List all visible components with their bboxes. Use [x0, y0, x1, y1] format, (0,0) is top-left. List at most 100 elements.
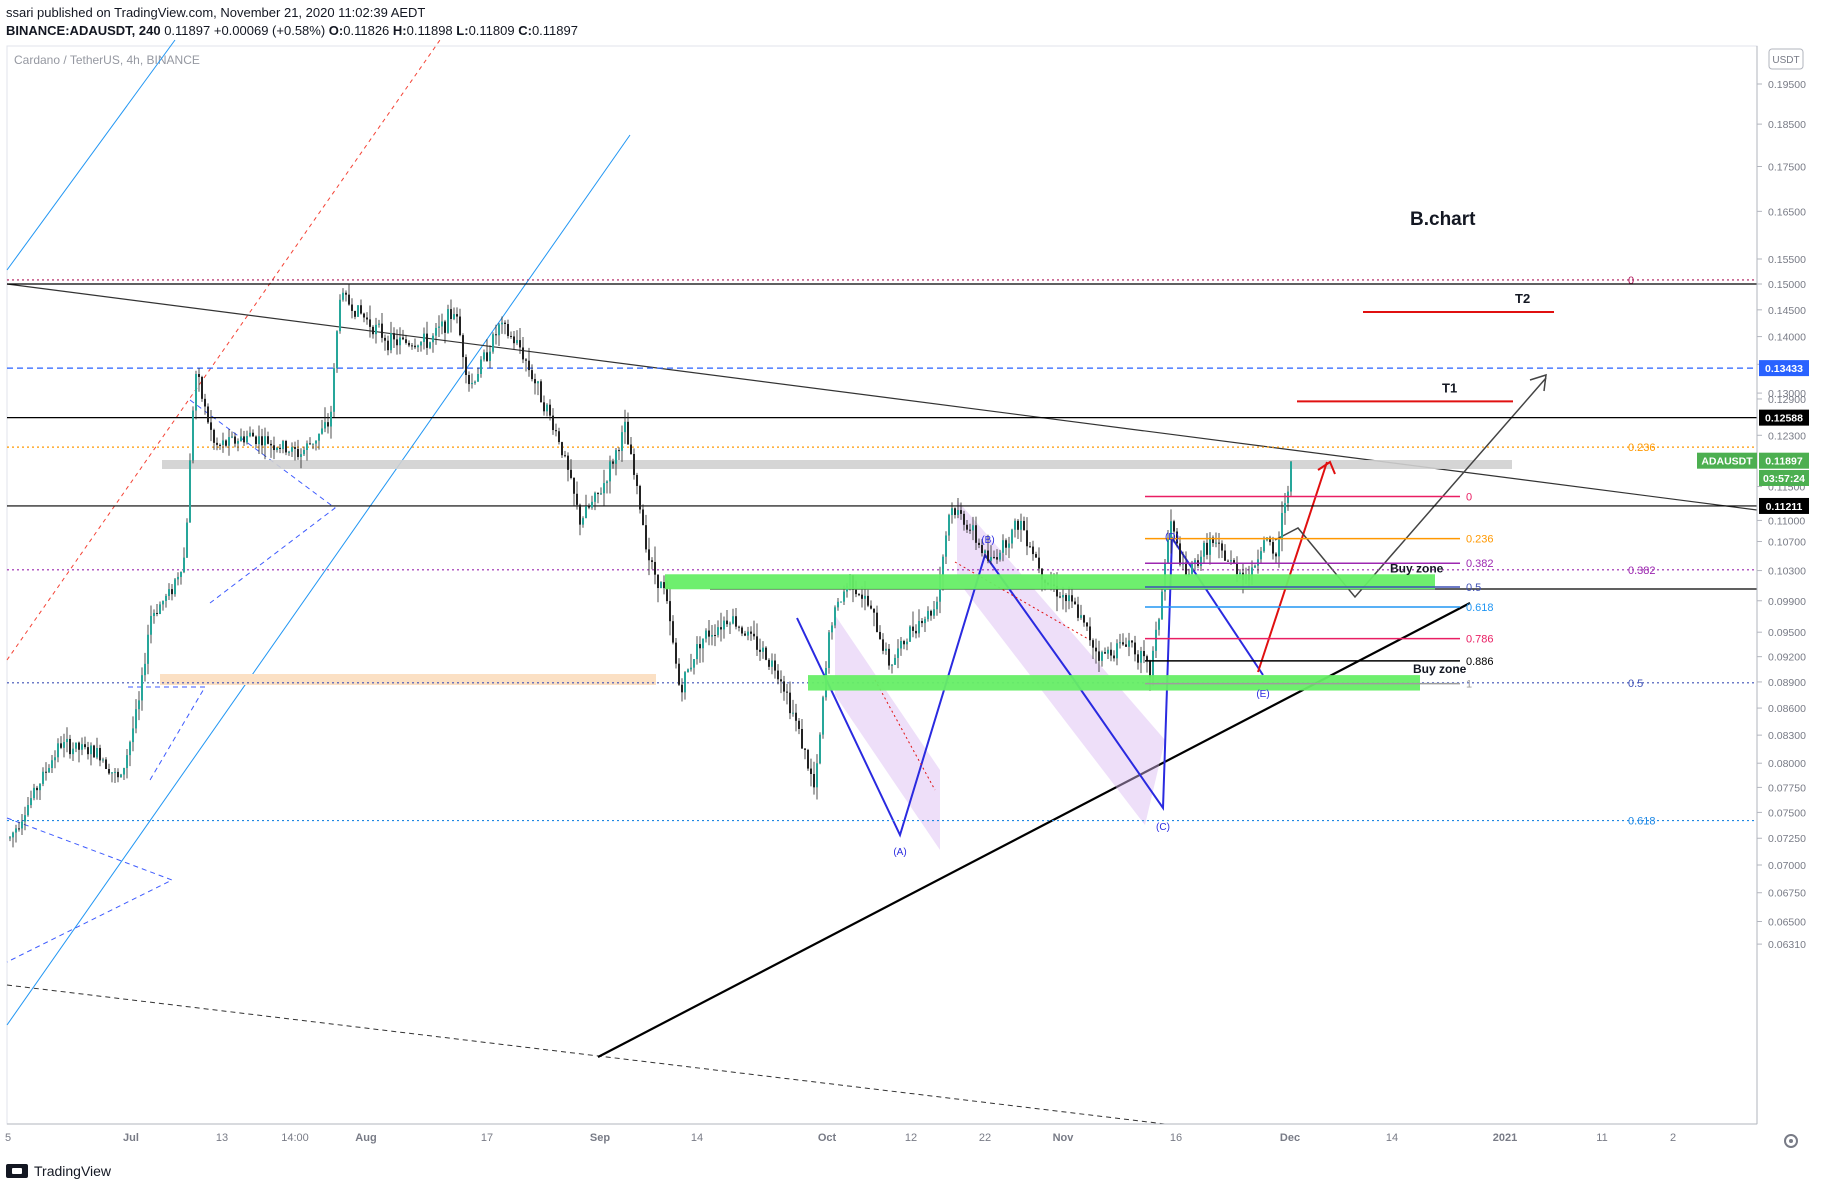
candle-body	[1110, 649, 1112, 656]
candle-body	[303, 449, 305, 455]
candle-body	[216, 442, 218, 445]
candle-body	[1041, 568, 1043, 580]
candle-body	[144, 663, 146, 676]
candle-body	[1071, 595, 1073, 602]
candle-body	[447, 309, 449, 333]
candle-body	[315, 440, 317, 444]
candle-body	[1107, 649, 1109, 654]
candle-body	[156, 612, 158, 614]
candle-body	[42, 771, 44, 784]
candle-body	[420, 341, 422, 346]
price-label-text: 0.11211	[1766, 501, 1803, 513]
level-label: 0.618	[1628, 816, 1656, 828]
candle-body	[666, 588, 668, 602]
candle-body	[642, 509, 644, 526]
candle-body	[990, 556, 992, 561]
brand-name: TradingView	[34, 1163, 112, 1179]
candle-body	[1203, 542, 1205, 557]
candle-body	[1032, 546, 1034, 555]
candle-body	[48, 767, 50, 773]
candle-body	[1089, 626, 1091, 641]
candle-body	[540, 381, 542, 403]
candle-body	[729, 623, 731, 625]
candle-body	[390, 333, 392, 351]
candle-body	[1191, 562, 1193, 574]
candle-body	[984, 550, 986, 554]
candle-body	[648, 549, 650, 561]
candle-body	[1176, 531, 1178, 544]
candle-body	[288, 451, 290, 453]
candle-body	[657, 574, 659, 589]
chart-subtitle: Cardano / TetherUS, 4h, BINANCE	[14, 53, 200, 67]
currency-badge[interactable]	[1768, 48, 1804, 70]
candle-body	[960, 510, 962, 514]
candle-body	[225, 440, 227, 446]
candle-body	[378, 323, 380, 325]
candle-body	[588, 506, 590, 508]
candle-body	[705, 630, 707, 639]
candle-body	[75, 742, 77, 749]
candle-body	[294, 447, 296, 449]
candle-body	[198, 374, 200, 377]
fib-level-label: 0.5	[1466, 582, 1481, 594]
time-tick-label: 12	[905, 1132, 917, 1144]
candle-body	[735, 616, 737, 627]
arrow-head	[1529, 373, 1547, 392]
candle-body	[189, 460, 191, 523]
candle-body	[741, 627, 743, 634]
price-tick-label: 0.15000	[1768, 279, 1806, 291]
target-label: T2	[1515, 291, 1530, 306]
fib-level-label: 0.618	[1466, 602, 1494, 614]
time-tick-label: 2021	[1493, 1132, 1517, 1144]
time-tick-label: 16	[1170, 1132, 1182, 1144]
candle-body	[69, 738, 71, 755]
candle-body	[1029, 546, 1031, 548]
candle-body	[444, 321, 446, 333]
candle-body	[228, 437, 230, 446]
price-label-tag	[1759, 452, 1809, 469]
candle-body	[837, 601, 839, 608]
candle-body	[675, 642, 677, 664]
price-label-tag	[1759, 497, 1809, 514]
candle-body	[627, 421, 629, 445]
time-tick-label: Oct	[818, 1132, 837, 1144]
tradingview-logo[interactable]: TradingView	[6, 1163, 111, 1179]
candle-body	[183, 557, 185, 572]
candle-body	[591, 501, 593, 508]
candle-body	[585, 506, 587, 519]
time-tick-label: Nov	[1053, 1132, 1075, 1144]
wave-label: (E)	[1256, 689, 1269, 700]
candle-body	[465, 357, 467, 376]
candle-body	[996, 557, 998, 560]
buy-zone	[665, 574, 1435, 590]
gear-icon[interactable]	[1784, 1134, 1798, 1148]
candle-body	[117, 771, 119, 778]
time-axis[interactable]: 5 Jul 13 14:00 Aug 17 Sep 14 Oct 12 22 Nov 16 Dec 14 20…	[5, 1132, 1676, 1144]
time-tick-label: Dec	[1280, 1132, 1300, 1144]
candle-body	[36, 787, 38, 791]
candle-body	[549, 404, 551, 416]
candle-body	[888, 648, 890, 666]
candle-body	[492, 334, 494, 352]
price-label-tag	[1759, 409, 1809, 426]
candle-body	[489, 351, 491, 361]
candle-body	[1056, 585, 1058, 597]
candle-body	[1239, 572, 1241, 575]
candle-body	[681, 684, 683, 693]
candle-body	[963, 513, 965, 525]
candle-body	[1230, 560, 1232, 562]
candle-body	[1278, 539, 1280, 557]
candle-body	[1155, 629, 1157, 651]
wave-labels-layer: (A) (B) (C) (D) (E)	[893, 532, 1269, 858]
candle-body	[978, 542, 980, 546]
dotted-segment	[874, 679, 936, 791]
price-axis[interactable]: 0.19500 0.18500 0.17500 0.16500 0.15500 0.150…	[1757, 79, 1806, 951]
candle-body	[1083, 615, 1085, 623]
candle-body	[636, 474, 638, 486]
price-tick-label: 0.07250	[1768, 833, 1806, 845]
candle-body	[132, 728, 134, 743]
candle-body	[327, 422, 329, 427]
candle-body	[975, 525, 977, 543]
tradingview-icon	[6, 1164, 28, 1178]
